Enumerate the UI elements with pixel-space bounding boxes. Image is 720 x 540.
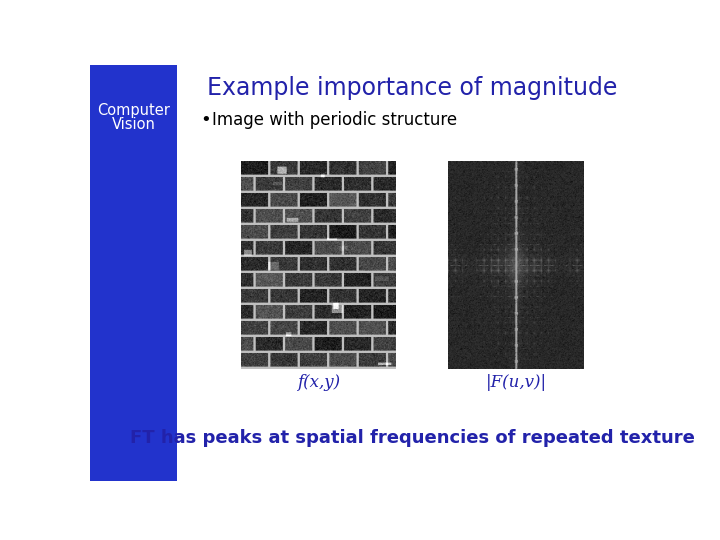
Text: FT has peaks at spatial frequencies of repeated texture: FT has peaks at spatial frequencies of r… (130, 429, 695, 447)
Text: Image with periodic structure: Image with periodic structure (212, 111, 456, 129)
Text: •: • (200, 111, 211, 129)
Text: |F(u,v)|: |F(u,v)| (486, 374, 546, 392)
Text: f(x,y): f(x,y) (297, 374, 340, 392)
Text: Example importance of magnitude: Example importance of magnitude (207, 76, 618, 100)
Bar (90, 65, 177, 481)
Text: Computer: Computer (97, 104, 170, 118)
Text: Vision: Vision (112, 117, 156, 132)
